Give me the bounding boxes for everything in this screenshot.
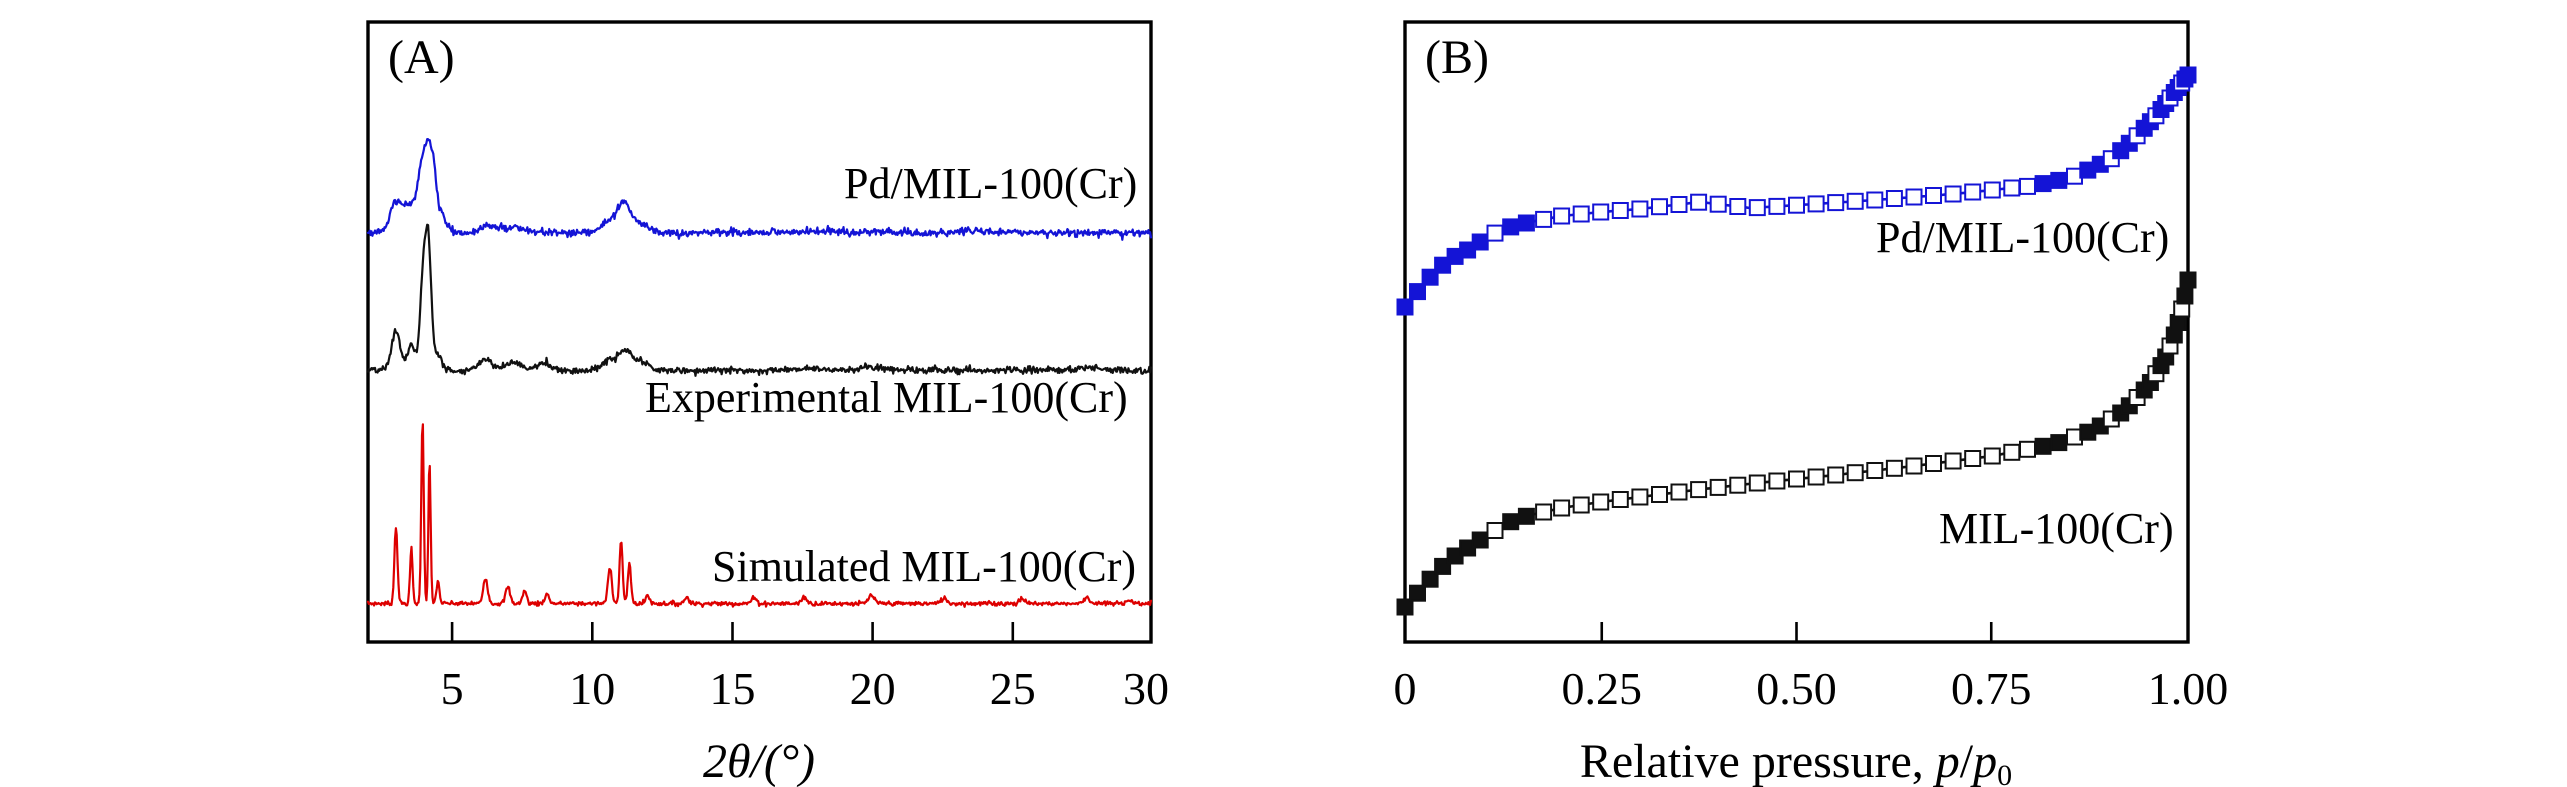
svg-text:0: 0 <box>1394 663 1417 714</box>
svg-text:5: 5 <box>441 663 464 714</box>
svg-text:20: 20 <box>850 663 896 714</box>
svg-text:Pd/MIL-100(Cr): Pd/MIL-100(Cr) <box>1876 213 2169 262</box>
svg-text:(A): (A) <box>388 31 455 84</box>
svg-text:15: 15 <box>710 663 756 714</box>
svg-text:Relative pressure, p/p0: Relative pressure, p/p0 <box>1580 735 2012 787</box>
svg-text:Simulated MIL-100(Cr): Simulated MIL-100(Cr) <box>712 542 1136 591</box>
svg-text:0.50: 0.50 <box>1756 663 1837 714</box>
svg-text:Pd/MIL-100(Cr): Pd/MIL-100(Cr) <box>844 159 1137 208</box>
svg-text:30: 30 <box>1123 663 1169 714</box>
svg-text:2θ/(°): 2θ/(°) <box>703 735 815 787</box>
svg-text:(B): (B) <box>1425 31 1489 84</box>
svg-text:MIL-100(Cr): MIL-100(Cr) <box>1939 504 2174 553</box>
svg-text:0.75: 0.75 <box>1951 663 2032 714</box>
svg-text:0.25: 0.25 <box>1562 663 1643 714</box>
svg-text:25: 25 <box>990 663 1036 714</box>
svg-text:1.00: 1.00 <box>2148 663 2229 714</box>
svg-text:10: 10 <box>569 663 615 714</box>
svg-text:Experimental MIL-100(Cr): Experimental MIL-100(Cr) <box>645 373 1128 422</box>
